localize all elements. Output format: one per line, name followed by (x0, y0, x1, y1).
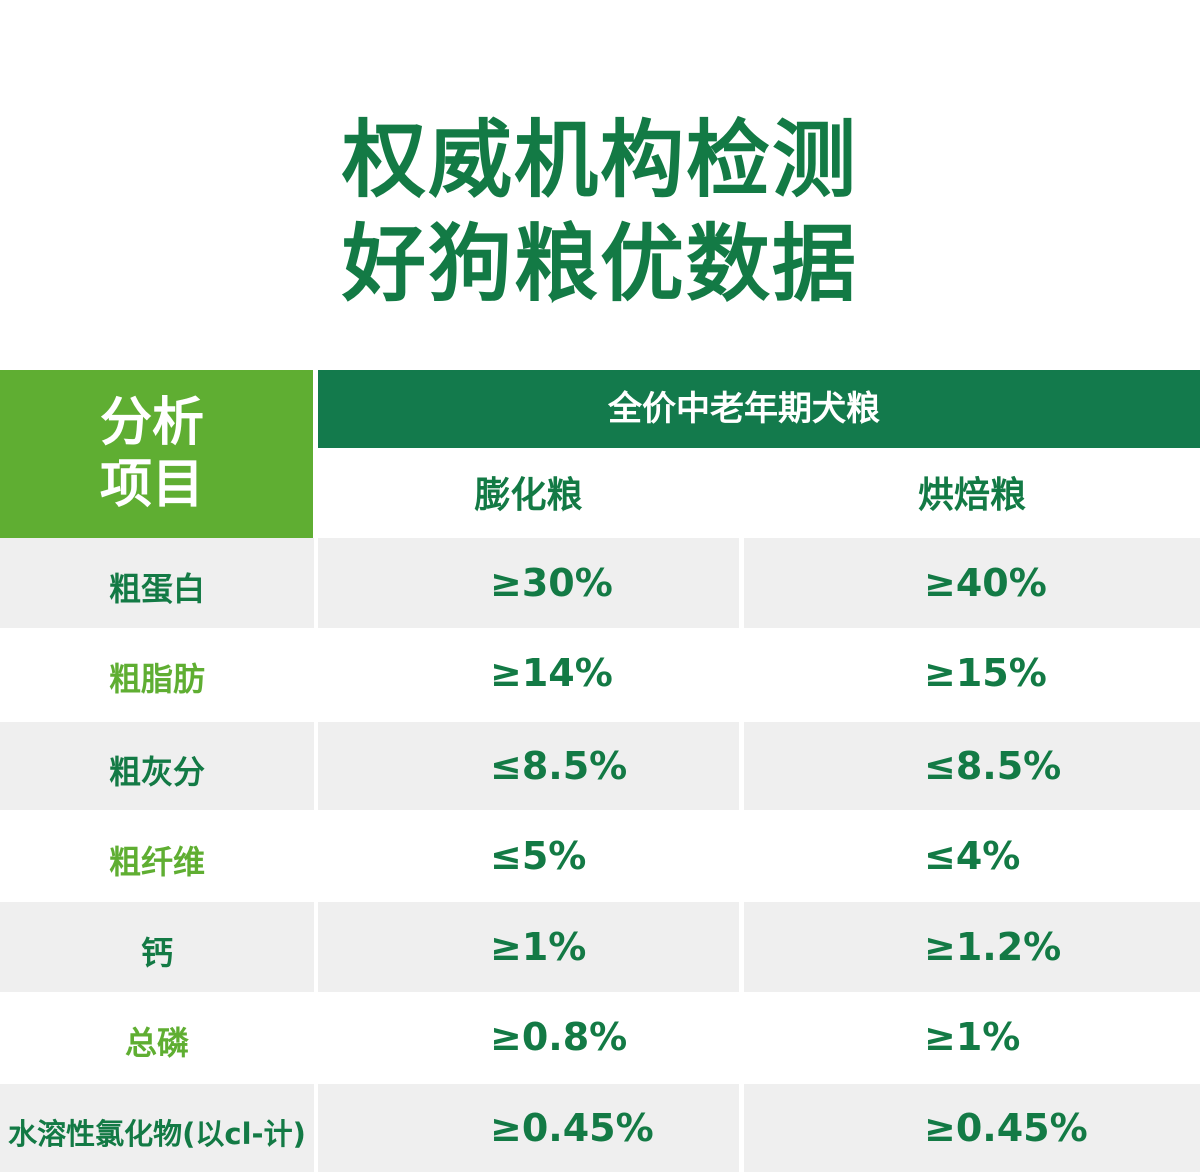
row-value-puffed: ≥1% (318, 902, 739, 992)
table-row: 粗纤维 ≤5% ≤4% (0, 810, 1200, 902)
title-line-1: 权威机构检测 (341, 111, 858, 209)
row-value-puffed: ≥0.8% (318, 992, 739, 1082)
row-item-label: 水溶性氯化物(以cl-计) (0, 1084, 314, 1172)
row-item-label: 粗纤维 (0, 810, 314, 902)
row-value-puffed: ≥14% (318, 628, 739, 718)
table-row: 粗灰分 ≤8.5% ≤8.5% (0, 722, 1200, 810)
table-row: 粗蛋白 ≥30% ≥40% (0, 538, 1200, 628)
row-value-baked: ≥40% (744, 538, 1200, 628)
row-value-puffed: ≤5% (318, 810, 739, 902)
product-group-header: 全价中老年期犬粮 (318, 370, 1200, 448)
table-row: 钙 ≥1% ≥1.2% (0, 902, 1200, 992)
row-item-label: 钙 (0, 902, 314, 992)
row-item-label: 粗脂肪 (0, 628, 314, 718)
column-header-puffed: 膨化粮 (318, 448, 739, 538)
row-item-label: 粗蛋白 (0, 538, 314, 628)
row-value-puffed: ≤8.5% (318, 722, 739, 810)
analysis-item-header-line-1: 分析 (100, 393, 205, 453)
title-line-2: 好狗粮优数据 (341, 215, 858, 313)
column-header-baked: 烘焙粮 (744, 448, 1200, 538)
table-row: 水溶性氯化物(以cl-计) ≥0.45% ≥0.45% (0, 1084, 1200, 1172)
table-row: 总磷 ≥0.8% ≥1% (0, 992, 1200, 1082)
nutrition-table: 分析 项目 全价中老年期犬粮 膨化粮 烘焙粮 粗蛋白 ≥30% ≥40% 粗脂肪… (0, 370, 1200, 1172)
analysis-item-header-line-2: 项目 (100, 455, 205, 515)
row-value-puffed: ≥0.45% (318, 1084, 739, 1172)
row-item-label: 总磷 (0, 992, 314, 1082)
row-value-baked: ≥0.45% (744, 1084, 1200, 1172)
row-value-baked: ≤8.5% (744, 722, 1200, 810)
row-item-label: 粗灰分 (0, 722, 314, 810)
row-value-baked: ≥1.2% (744, 902, 1200, 992)
analysis-item-header: 分析 项目 (0, 370, 313, 538)
row-value-baked: ≤4% (744, 810, 1200, 902)
row-value-baked: ≥1% (744, 992, 1200, 1082)
page-title: 权威机构检测 好狗粮优数据 (0, 108, 1200, 316)
table-row: 粗脂肪 ≥14% ≥15% (0, 628, 1200, 718)
row-value-puffed: ≥30% (318, 538, 739, 628)
row-value-baked: ≥15% (744, 628, 1200, 718)
